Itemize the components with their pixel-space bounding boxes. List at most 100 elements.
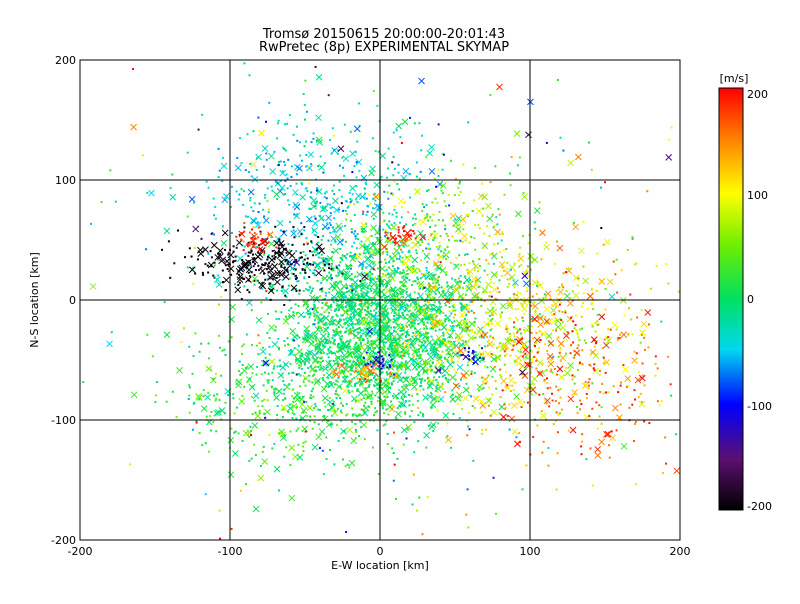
data-point	[396, 319, 399, 322]
data-point	[469, 329, 472, 332]
data-point	[253, 399, 256, 402]
data-point	[552, 355, 555, 358]
data-point	[525, 356, 528, 359]
data-point	[424, 350, 427, 353]
data-point	[354, 237, 357, 240]
data-point-x	[567, 159, 575, 167]
data-point	[308, 380, 311, 383]
data-point	[408, 394, 411, 397]
data-point	[499, 314, 502, 317]
data-point	[281, 290, 284, 293]
data-point	[294, 274, 297, 277]
data-point	[454, 239, 457, 242]
data-point	[634, 422, 637, 425]
data-point	[395, 330, 398, 333]
data-point	[319, 288, 322, 291]
data-point	[356, 201, 359, 204]
data-point	[620, 269, 623, 272]
data-point	[254, 262, 257, 265]
data-point	[383, 307, 386, 310]
data-point	[464, 350, 467, 353]
data-point-x	[345, 380, 353, 387]
data-point	[359, 382, 362, 385]
data-point-x	[603, 341, 610, 349]
data-point	[521, 316, 524, 319]
data-point	[244, 483, 247, 486]
data-point	[392, 338, 395, 341]
data-point-x	[358, 343, 366, 351]
data-point	[339, 247, 342, 250]
data-point	[379, 280, 382, 283]
data-point-x	[365, 353, 373, 361]
data-point	[349, 201, 352, 204]
data-point	[581, 363, 584, 366]
data-point	[404, 306, 407, 309]
data-point	[347, 309, 350, 312]
data-point	[527, 242, 530, 245]
data-point	[252, 443, 255, 446]
data-point	[533, 355, 536, 358]
data-point	[386, 250, 389, 253]
data-point	[527, 325, 530, 328]
data-point-x	[273, 465, 281, 473]
data-point	[427, 293, 430, 296]
data-point	[466, 387, 469, 390]
data-point	[193, 201, 196, 204]
data-point	[186, 215, 189, 218]
data-point	[538, 330, 541, 333]
data-point	[295, 182, 298, 185]
data-point	[380, 319, 383, 322]
data-point	[564, 309, 567, 312]
data-point	[337, 274, 340, 277]
data-point	[386, 372, 389, 375]
data-point	[413, 122, 416, 125]
data-point	[227, 340, 230, 343]
data-point	[263, 215, 266, 218]
data-point	[367, 347, 370, 350]
data-point	[341, 358, 344, 361]
data-point	[227, 394, 230, 397]
data-point	[641, 362, 644, 365]
data-point	[378, 358, 381, 361]
data-point	[397, 228, 400, 231]
data-point	[312, 263, 315, 266]
data-point	[345, 531, 348, 534]
data-point	[372, 217, 375, 220]
data-point	[306, 352, 309, 355]
data-point-x	[486, 340, 494, 348]
data-point	[253, 232, 256, 235]
data-point	[268, 434, 271, 437]
data-point-x	[360, 318, 367, 326]
data-point	[460, 305, 463, 308]
data-point	[351, 278, 354, 281]
data-point	[290, 165, 293, 168]
data-point	[424, 274, 427, 277]
data-point	[558, 412, 561, 415]
data-point	[376, 429, 379, 432]
data-point	[573, 327, 576, 330]
data-point	[363, 301, 366, 304]
data-point-x	[311, 357, 319, 365]
data-point-x	[332, 197, 339, 205]
data-point	[266, 379, 269, 382]
data-point	[506, 285, 509, 288]
data-point	[361, 293, 364, 296]
data-point	[543, 293, 546, 296]
data-point	[344, 200, 347, 203]
data-point	[324, 304, 327, 307]
data-point	[519, 328, 522, 331]
data-point	[249, 162, 252, 165]
data-point	[333, 309, 336, 312]
data-point	[541, 451, 544, 454]
data-point	[420, 384, 423, 387]
grid-layer	[80, 60, 680, 540]
data-point-x	[578, 247, 585, 255]
data-point	[394, 269, 397, 272]
data-point-x	[470, 283, 478, 291]
data-point	[525, 268, 528, 271]
data-point	[434, 326, 437, 329]
data-point-x	[236, 239, 243, 247]
data-point	[355, 247, 358, 250]
data-point	[411, 403, 414, 406]
data-point	[315, 248, 318, 251]
